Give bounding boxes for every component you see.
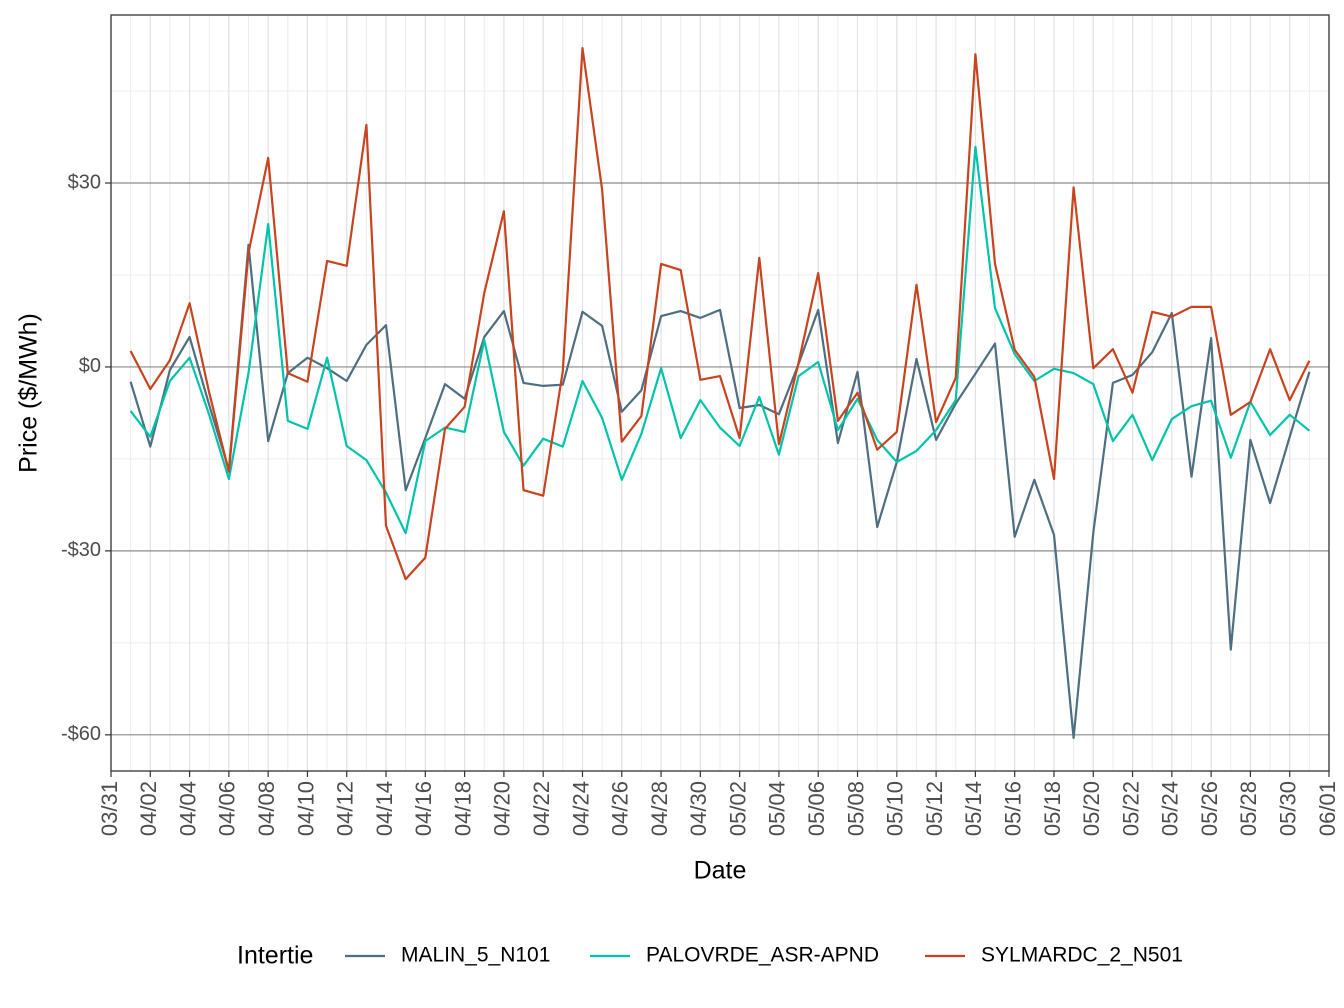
x-tick-label: 05/10	[883, 781, 908, 836]
y-tick-label: -$30	[61, 539, 101, 561]
x-tick-label: 04/02	[136, 781, 161, 836]
x-tick-label: 05/28	[1236, 781, 1261, 836]
x-tick-label: 04/22	[529, 781, 554, 836]
x-tick-label: 04/06	[215, 781, 240, 836]
x-tick-label: 03/31	[97, 781, 122, 836]
x-tick-label: 04/14	[372, 781, 397, 836]
y-tick-label: $0	[79, 355, 101, 377]
x-tick-label: 05/22	[1118, 781, 1143, 836]
x-tick-label: 05/18	[1040, 781, 1065, 836]
x-tick-label: 04/30	[686, 781, 711, 836]
x-tick-label: 05/06	[804, 781, 829, 836]
x-tick-label: 05/12	[922, 781, 947, 836]
series-line	[129, 47, 1311, 581]
x-axis-title: Date	[694, 857, 747, 885]
x-tick-label: 05/24	[1158, 781, 1183, 836]
x-tick-label: 05/04	[765, 781, 790, 836]
x-tick-label: 05/08	[843, 781, 868, 836]
x-tick-label: 04/12	[333, 781, 358, 836]
legend-title: Intertie	[237, 942, 313, 970]
x-tick-label: 04/24	[568, 781, 593, 836]
x-tick-label: 05/30	[1276, 781, 1301, 836]
x-tick-label: 05/14	[961, 781, 986, 836]
x-tick-label: 05/02	[725, 781, 750, 836]
x-tick-label: 04/16	[411, 781, 436, 836]
x-tick-label: 05/16	[1000, 781, 1025, 836]
legend-label: PALOVRDE_ASR-APND	[646, 944, 879, 967]
y-tick-label: $30	[68, 171, 101, 193]
x-tick-label: 05/20	[1079, 781, 1104, 836]
series-line	[129, 145, 1311, 535]
y-axis-title: Price ($/MWh)	[15, 313, 43, 473]
x-tick-label: 04/08	[254, 781, 279, 836]
x-tick-label: 04/10	[293, 781, 318, 836]
x-tick-label: 05/26	[1197, 781, 1222, 836]
legend-label: MALIN_5_N101	[401, 944, 550, 967]
plot-border	[110, 14, 1330, 772]
x-tick-label: 04/18	[450, 781, 475, 836]
series-line	[129, 243, 1311, 739]
x-tick-label: 04/20	[490, 781, 515, 836]
x-tick-label: 04/28	[647, 781, 672, 836]
x-tick-label: 04/26	[608, 781, 633, 836]
x-tick-label: 04/04	[175, 781, 200, 836]
y-tick-label: -$60	[61, 723, 101, 745]
legend-label: SYLMARDC_2_N501	[981, 944, 1183, 967]
x-tick-label: 06/01	[1315, 781, 1340, 836]
